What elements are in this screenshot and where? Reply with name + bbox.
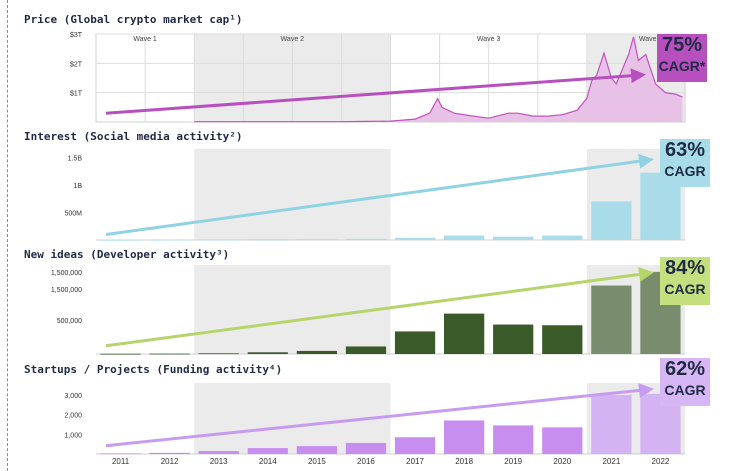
- bar: [493, 425, 534, 454]
- bar: [493, 324, 534, 354]
- wave-label: Wave 2: [281, 36, 305, 43]
- bar: [345, 346, 387, 354]
- bar: [100, 353, 141, 355]
- bar: [296, 239, 337, 240]
- y-tick-label: 1.5B: [68, 155, 83, 162]
- bar: [542, 235, 583, 240]
- market-cap-line: [194, 36, 683, 123]
- cagr-label: CAGR: [664, 163, 706, 179]
- cagr-value: 84%: [664, 257, 706, 279]
- market-cap-area: [194, 36, 683, 122]
- cagr-label: CAGR: [664, 382, 706, 398]
- bar: [591, 201, 632, 240]
- x-tick-label: 2020: [553, 457, 571, 466]
- cagr-value: 75%: [661, 34, 703, 56]
- shaded-period: [194, 149, 391, 240]
- bar: [149, 452, 190, 454]
- x-tick-label: 2022: [652, 457, 670, 466]
- cagr-value: 63%: [664, 139, 706, 161]
- bar: [345, 238, 387, 240]
- bar: [198, 353, 239, 355]
- bar: [542, 427, 583, 454]
- bar: [198, 451, 239, 454]
- bar: [100, 239, 141, 241]
- bar: [493, 236, 534, 240]
- x-tick-label: 2021: [602, 457, 620, 466]
- trend-arrow: [105, 266, 654, 348]
- bar: [149, 239, 190, 241]
- bar: [296, 446, 337, 454]
- y-tick-label: 2,000: [64, 413, 82, 420]
- x-tick-label: 2011: [112, 457, 130, 466]
- bar: [149, 353, 190, 355]
- panel-title-interest: Interest (Social media activity²): [24, 130, 243, 143]
- x-tick-label: 2018: [455, 457, 473, 466]
- y-tick-label: 1,500,000: [51, 287, 82, 294]
- y-tick-label: 1B: [73, 183, 82, 190]
- y-tick-label: $2T: [70, 61, 83, 68]
- y-tick-label: 1,500,000: [51, 270, 82, 277]
- shaded-period: [194, 265, 391, 354]
- bar: [542, 325, 583, 354]
- bar: [394, 437, 436, 454]
- cagr-badge-price: 75% CAGR*: [657, 34, 707, 82]
- y-tick-label: 500,000: [57, 318, 82, 325]
- trend-arrow: [105, 68, 646, 115]
- y-tick-label: $1T: [70, 91, 83, 98]
- cagr-badge-interest: 63% CAGR: [660, 139, 710, 187]
- bar: [591, 285, 632, 354]
- bar: [444, 420, 485, 454]
- bar: [444, 235, 485, 240]
- x-tick-label: 2017: [406, 457, 424, 466]
- y-tick-label: 500M: [64, 210, 82, 217]
- bar: [394, 237, 436, 240]
- cagr-value: 62%: [664, 358, 706, 380]
- x-tick-label: 2016: [357, 457, 375, 466]
- y-tick-label: 1,000: [64, 432, 82, 439]
- bar: [444, 313, 485, 354]
- bar: [591, 394, 632, 454]
- bar: [296, 350, 337, 354]
- bar: [198, 239, 239, 241]
- x-tick-label: 2019: [504, 457, 522, 466]
- wave-label: Wave 3: [477, 36, 501, 43]
- bar: [247, 239, 288, 241]
- x-tick-label: 2015: [308, 457, 326, 466]
- panel-title-startups: Startups / Projects (Funding activity⁴): [24, 363, 283, 376]
- bar: [247, 448, 288, 454]
- wave-label: Wave 1: [133, 36, 157, 43]
- y-tick-label: $3T: [70, 32, 83, 39]
- wave-label: Wave 4: [639, 36, 663, 43]
- trend-arrow: [105, 153, 654, 236]
- cagr-label: CAGR*: [658, 58, 706, 74]
- panel-title-price: Price (Global crypto market cap¹): [24, 13, 243, 26]
- bar: [394, 331, 436, 354]
- dashed-divider: [7, 0, 8, 471]
- panel-title-new-ideas: New ideas (Developer activity³): [24, 248, 230, 261]
- bar: [345, 442, 387, 454]
- x-tick-label: 2013: [210, 457, 228, 466]
- cagr-label: CAGR: [664, 281, 706, 297]
- bar: [247, 352, 288, 354]
- bar: [100, 453, 141, 455]
- x-tick-label: 2012: [161, 457, 179, 466]
- cagr-badge-new-ideas: 84% CAGR: [660, 257, 710, 305]
- x-tick-label: 2014: [259, 457, 277, 466]
- trend-arrow: [105, 382, 654, 448]
- cagr-badge-startups: 62% CAGR: [660, 358, 710, 406]
- y-tick-label: 3,000: [64, 393, 82, 400]
